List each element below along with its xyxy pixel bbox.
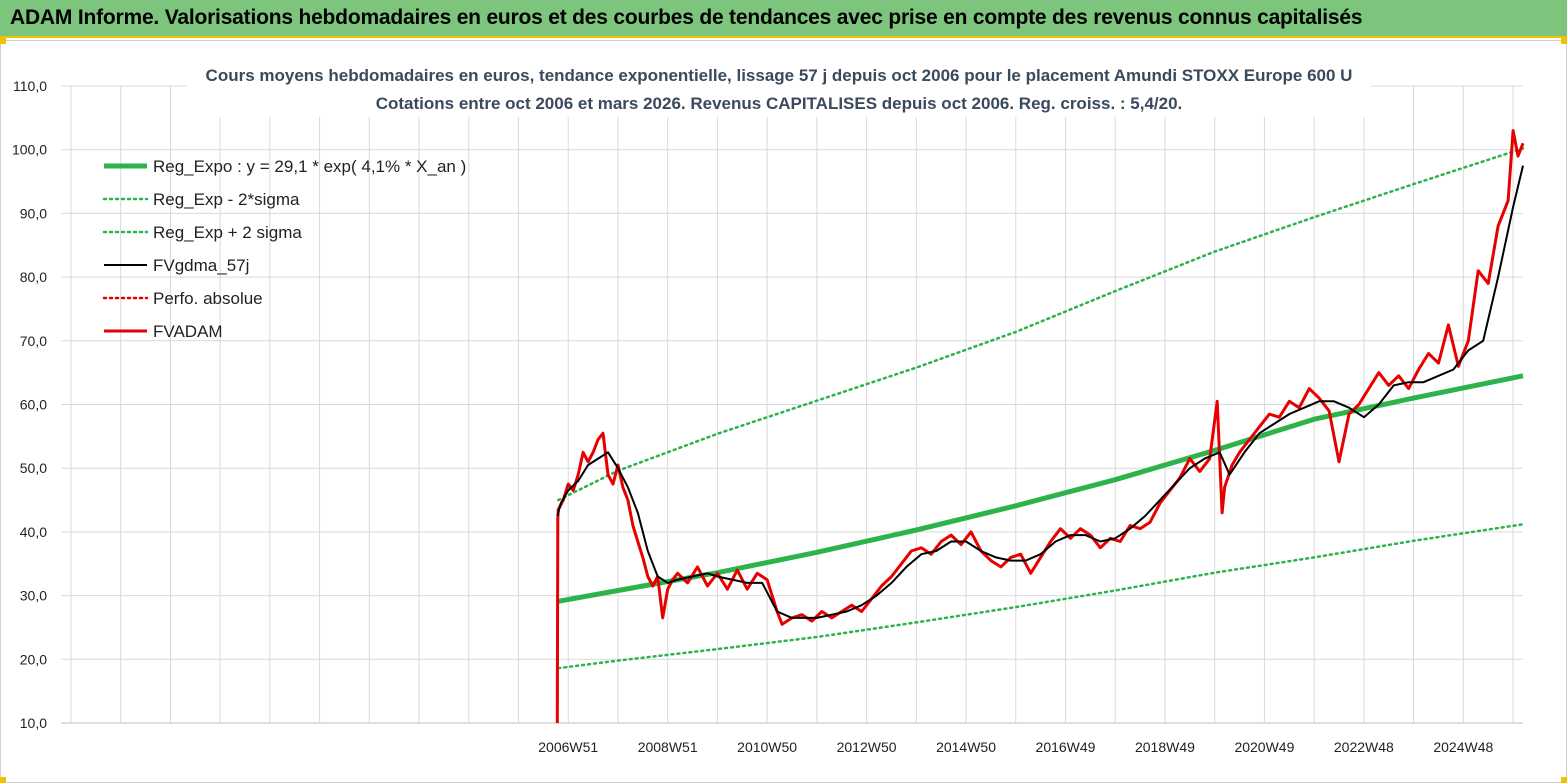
x-tick-label: 2018W49	[1135, 739, 1195, 755]
x-tick-label: 2016W49	[1036, 739, 1096, 755]
legend-label: FVADAM	[153, 322, 223, 341]
corner-marker	[1561, 38, 1567, 44]
legend-label: Perfo. absolue	[153, 289, 263, 308]
legend-label: Reg_Expo : y = 29,1 * exp( 4,1% * X_an )	[153, 157, 466, 176]
series-line-reg-exp	[557, 147, 1525, 502]
y-tick-label: 90,0	[20, 205, 47, 221]
x-tick-label: 2006W51	[538, 739, 598, 755]
report-banner: ADAM Informe. Valorisations hebdomadaire…	[0, 0, 1567, 38]
line-chart: 10,0 20,0 30,0 40,0 50,0 60,0 70,0 80,0 90,0 100,…	[12, 61, 1525, 755]
series-line-fvgdma-57j	[556, 165, 1524, 619]
x-tick-label: 2012W50	[837, 739, 897, 755]
x-axis-ticks: 2006W51 2008W51 2010W50 2012W50 2014W50 2016W…	[538, 739, 1493, 755]
corner-marker	[0, 38, 6, 44]
corner-marker	[0, 777, 6, 783]
y-axis-ticks: 10,0 20,0 30,0 40,0 50,0 60,0 70,0 80,0 90,0 100,…	[12, 78, 47, 731]
legend: Reg_Expo : y = 29,1 * exp( 4,1% * X_an )…	[102, 157, 466, 341]
y-tick-label: 50,0	[20, 460, 47, 476]
x-tick-label: 2020W49	[1234, 739, 1294, 755]
y-tick-label: 10,0	[20, 715, 47, 731]
legend-label: FVgdma_57j	[153, 256, 249, 275]
y-tick-label: 30,0	[20, 588, 47, 604]
chart-title-line-2: Cotations entre oct 2006 et mars 2026. R…	[376, 94, 1183, 113]
y-tick-label: 40,0	[20, 524, 47, 540]
x-tick-label: 2022W48	[1334, 739, 1394, 755]
y-tick-label: 100,0	[12, 142, 47, 158]
series-line-reg-expo	[557, 373, 1524, 604]
series-line-fvadam	[555, 129, 1525, 724]
grid	[61, 85, 1523, 724]
report-title: ADAM Informe. Valorisations hebdomadaire…	[10, 6, 1363, 29]
y-tick-label: 70,0	[20, 333, 47, 349]
series	[555, 129, 1525, 724]
title-background	[187, 61, 1371, 117]
legend-label: Reg_Exp + 2 sigma	[153, 223, 302, 242]
corner-marker	[1561, 777, 1567, 783]
series-line-reg-exp	[557, 523, 1525, 670]
chart-frame: 10,0 20,0 30,0 40,0 50,0 60,0 70,0 80,0 90,0 100,…	[0, 40, 1567, 783]
y-tick-label: 80,0	[20, 269, 47, 285]
y-tick-label: 60,0	[20, 397, 47, 413]
y-tick-label: 20,0	[20, 651, 47, 667]
x-tick-label: 2024W48	[1433, 739, 1493, 755]
chart-title-line-1: Cours moyens hebdomadaires en euros, ten…	[206, 66, 1353, 85]
y-tick-label: 110,0	[13, 78, 47, 94]
x-tick-label: 2008W51	[638, 739, 698, 755]
x-tick-label: 2010W50	[737, 739, 797, 755]
legend-label: Reg_Exp - 2*sigma	[153, 190, 300, 209]
x-tick-label: 2014W50	[936, 739, 996, 755]
